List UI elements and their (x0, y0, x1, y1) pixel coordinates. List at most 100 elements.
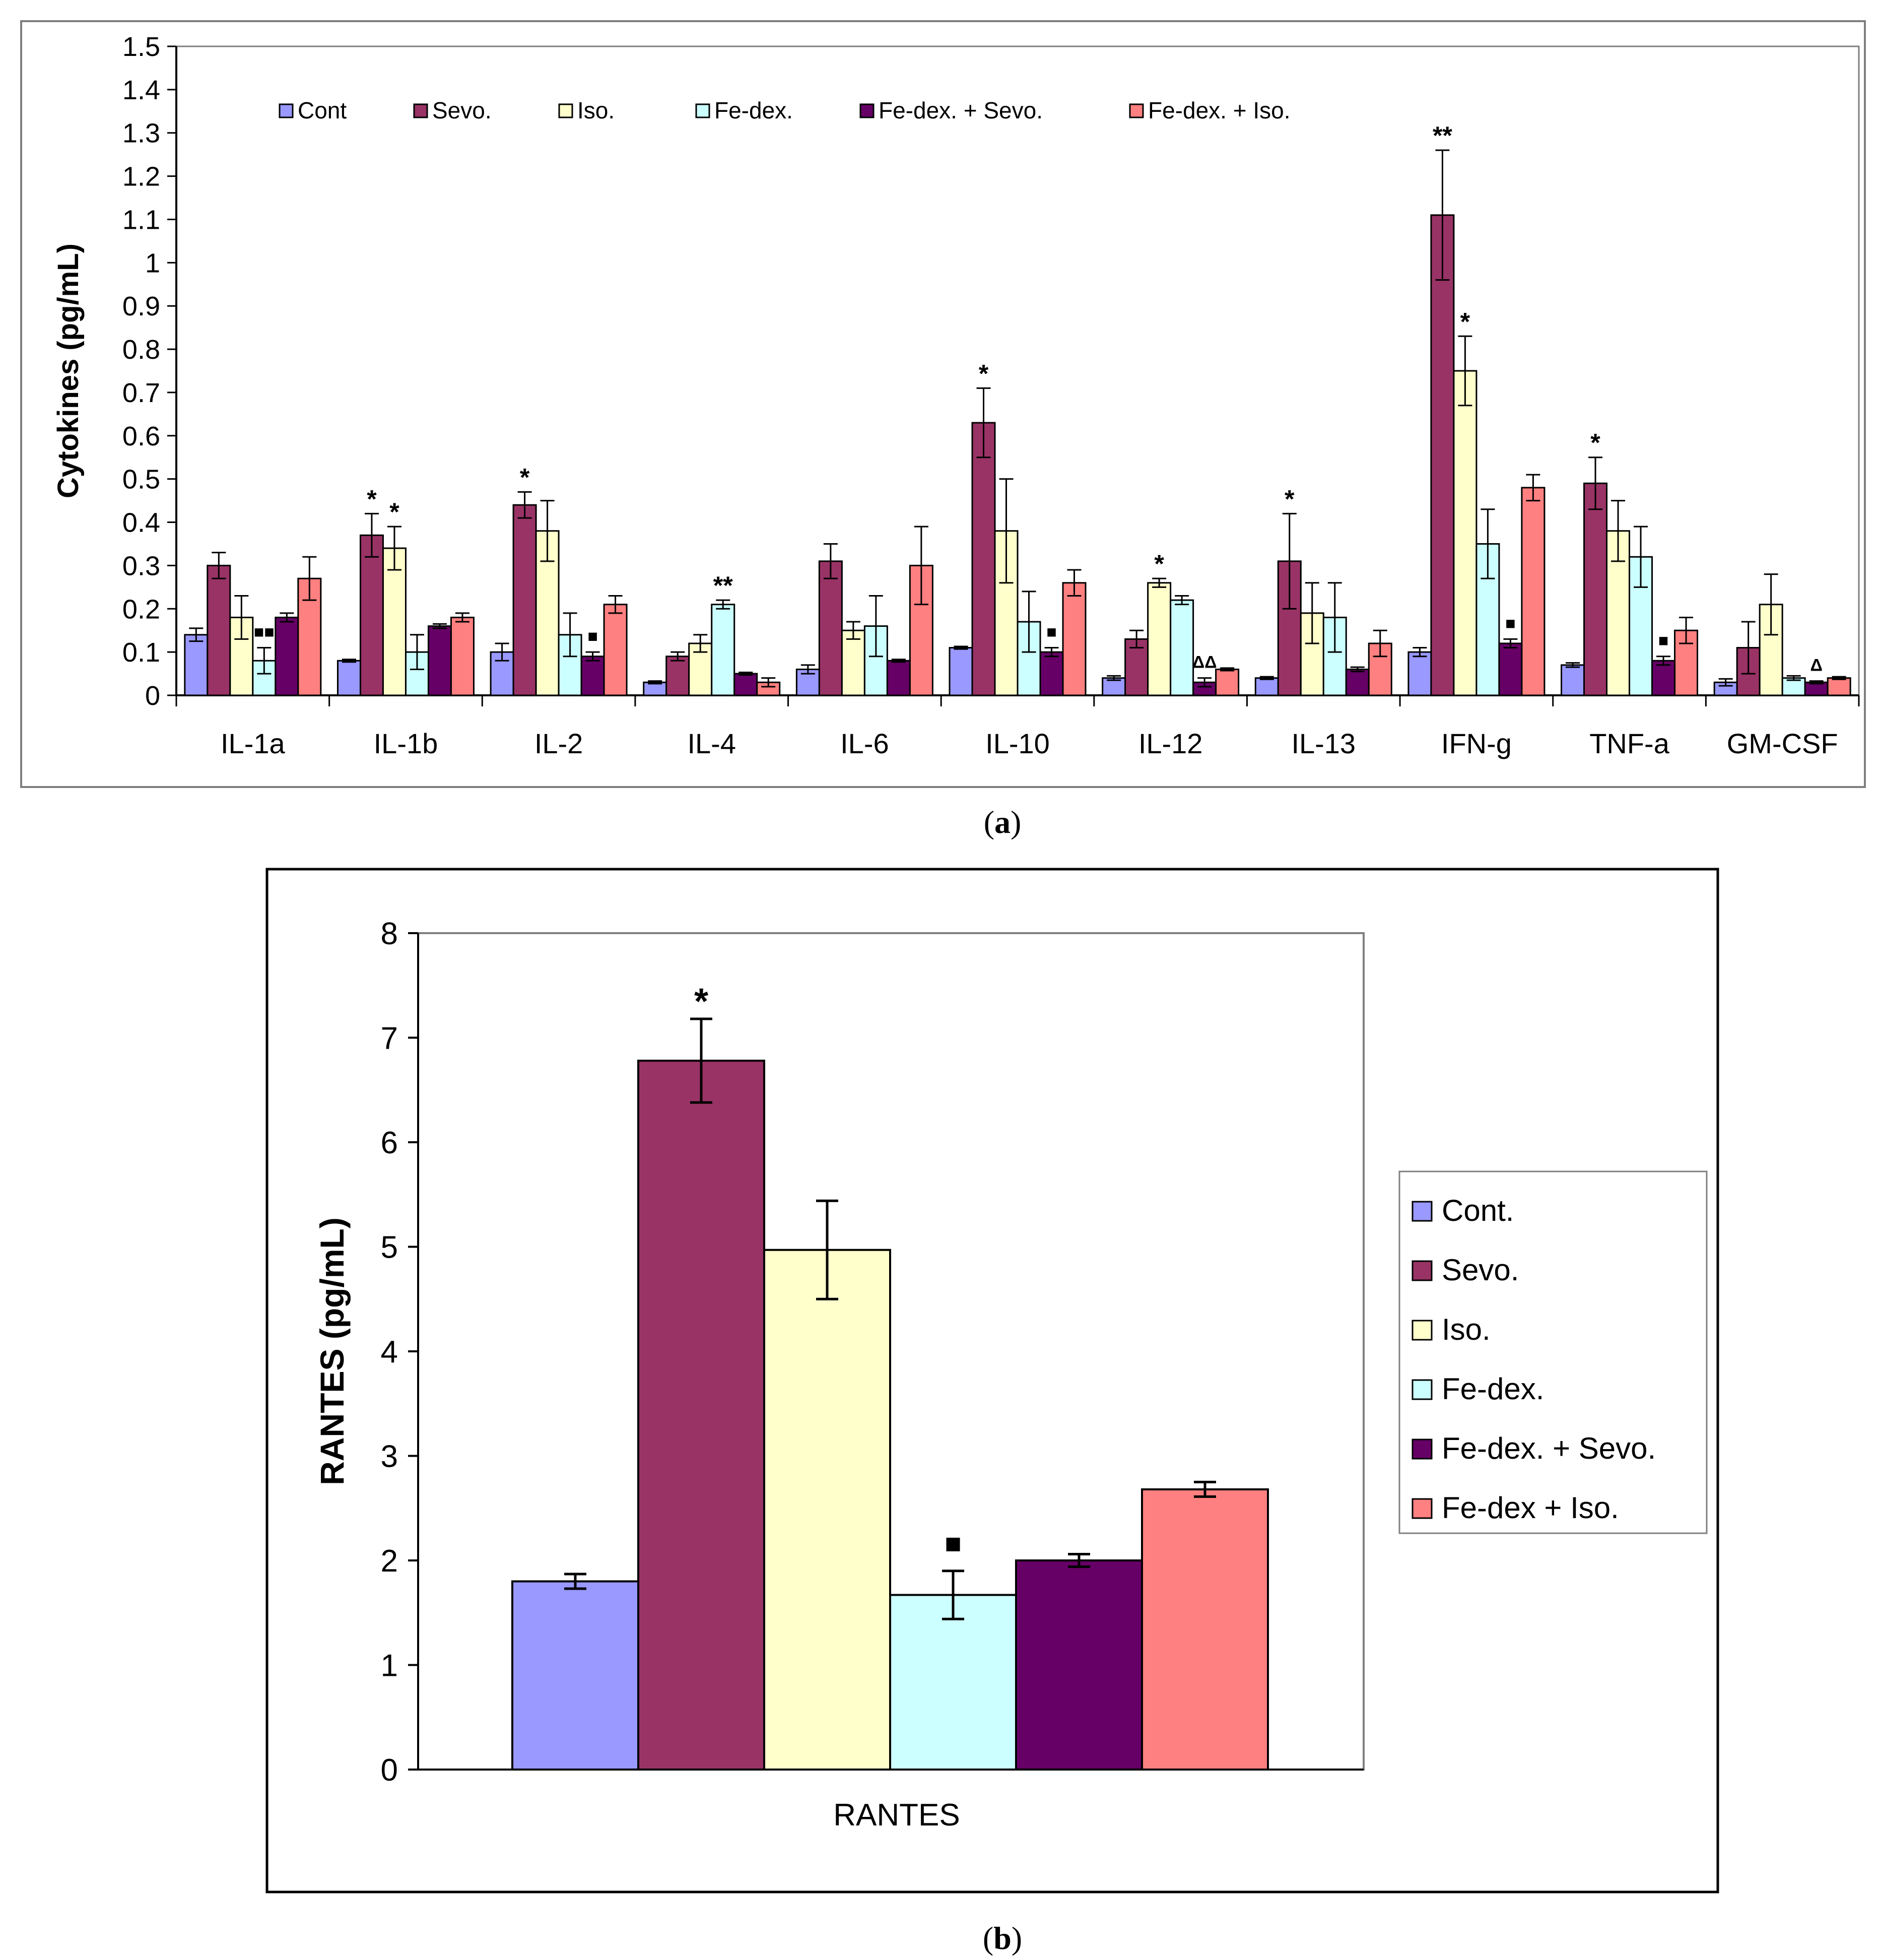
bar-cont-il-1b (337, 660, 361, 696)
legend-label-fe-dex-iso: Fe-dex + Iso. (1442, 1491, 1619, 1525)
y-axis-title: RANTES (pg/mL) (313, 1217, 351, 1485)
bar-fe-dex (889, 1594, 1017, 1771)
bar-iso-il-1b (382, 547, 407, 696)
bar-fe-dex-iso-il-2 (603, 604, 628, 696)
panel-b-letter: b (993, 1920, 1012, 1956)
y-tick-label: 2 (381, 1544, 398, 1579)
y-tick-label: 0.6 (122, 421, 160, 451)
category-label-il-12: IL-12 (1138, 728, 1203, 759)
legend-label-sevo: Sevo. (1442, 1253, 1519, 1287)
legend-swatch-iso (558, 103, 573, 118)
legend-swatch-sevo (1412, 1260, 1433, 1281)
bar-fe-dex-sevo-il-10 (1039, 651, 1064, 696)
significance-marker: ** (713, 571, 733, 600)
legend-label-iso: Iso. (1442, 1313, 1491, 1346)
y-tick-label: 0.9 (122, 291, 160, 321)
bar-fe-dex-sevo-tnf-a (1651, 660, 1676, 696)
legend-label-fe-dex-iso: Fe-dex. + Iso. (1148, 97, 1291, 123)
category-label-il-6: IL-6 (840, 728, 889, 759)
significance-marker: ■■ (254, 623, 275, 642)
legend-swatch-fe-dex (1412, 1379, 1433, 1400)
legend-swatch-fe-dex-sevo (859, 103, 875, 118)
significance-marker: ■ (1046, 623, 1057, 642)
y-tick-label: 5 (381, 1230, 398, 1265)
y-tick-label: 1.3 (122, 118, 160, 149)
y-tick-label: 1 (145, 248, 160, 278)
bar-cont-il-13 (1254, 677, 1279, 696)
significance-marker: * (367, 485, 377, 513)
significance-marker: ** (1433, 121, 1452, 150)
bar-sevo-ifn-g (1430, 214, 1455, 696)
legend-label-fe-dex: Fe-dex. (714, 97, 793, 123)
bar-fe-dex-sevo-ifn-g (1498, 642, 1523, 696)
category-label-il-13: IL-13 (1291, 728, 1356, 759)
panel-a-frame (20, 20, 1866, 788)
category-label-il-10: IL-10 (985, 728, 1050, 759)
bar-fe-dex-iso-il-10 (1062, 582, 1087, 696)
category-label-il-1b: IL-1b (374, 728, 438, 759)
legend-label-cont: Cont (298, 97, 347, 123)
bar-sevo-il-1b (359, 534, 384, 696)
panel-b-caption: (b) (982, 1920, 1023, 1956)
y-tick-label: 1.1 (122, 205, 160, 235)
bar-fe-dex-sevo-il-4 (733, 673, 758, 696)
bar-sevo (637, 1060, 765, 1771)
significance-marker: Δ (1810, 656, 1822, 675)
bar-fe-dex-sevo-gm-csf (1804, 681, 1829, 696)
bar-fe-dex-iso-ifn-g (1521, 487, 1546, 696)
x-axis-category-label: RANTES (833, 1798, 960, 1833)
legend-label-fe-dex-sevo: Fe-dex. + Sevo. (879, 97, 1043, 123)
bar-fe-dex-il-12 (1170, 599, 1194, 696)
y-tick-label: 0 (381, 1753, 398, 1788)
rantes-bar-chart: 0 1 2 3 4 5 6 7 8 RANTES (pg/mL) RANTES * ■ Cont. Sevo… (265, 868, 1719, 1893)
significance-marker: * (389, 498, 399, 526)
bar-fe-dex-sevo-il-2 (580, 656, 605, 696)
bar-fe-dex-iso-il-1b (450, 616, 475, 696)
bar-fe-dex-iso (1141, 1488, 1269, 1771)
bar-sevo-il-1a (207, 564, 231, 696)
category-label-il-4: IL-4 (687, 728, 736, 759)
y-axis-title: Cytokines (pg/mL) (52, 243, 85, 498)
bar-iso (763, 1249, 891, 1771)
y-tick-label: 3 (381, 1440, 398, 1474)
significance-marker: ■ (1658, 631, 1669, 650)
cytokines-bar-chart: 0 0.1 0.2 0.3 0.4 0.5 0.6 0.7 0.8 0.9 1 1.1 1.2 1.3 1.… (20, 20, 1866, 788)
y-tick-label: 0.4 (122, 508, 160, 538)
significance-marker: * (1154, 550, 1164, 578)
significance-marker: * (520, 463, 530, 491)
bar-cont-il-1a (184, 634, 209, 696)
legend-swatch-cont (1412, 1201, 1433, 1222)
bar-fe-dex-sevo (1015, 1559, 1143, 1771)
bar-iso-ifn-g (1453, 370, 1478, 696)
significance-marker: * (1285, 485, 1295, 513)
y-tick-label: 0 (145, 681, 160, 711)
significance-marker: * (1590, 429, 1600, 457)
bar-cont-ifn-g (1407, 651, 1432, 696)
bar-sevo-il-4 (665, 656, 690, 696)
y-tick-label: 0.1 (122, 637, 160, 668)
y-tick-label: 0.5 (122, 465, 160, 495)
legend-label-cont: Cont. (1442, 1194, 1514, 1227)
category-label-ifn-g: IFN-g (1441, 728, 1512, 759)
bar-sevo-tnf-a (1583, 482, 1608, 696)
legend-label-sevo: Sevo. (432, 97, 492, 123)
bar-fe-dex-il-4 (711, 604, 735, 696)
panel-a-caption: (a) (983, 804, 1022, 840)
legend-box (1398, 1170, 1708, 1534)
y-tick-label: 4 (381, 1335, 398, 1369)
bar-sevo-il-2 (512, 504, 537, 696)
bar-cont (511, 1580, 639, 1771)
bar-iso-il-6 (841, 629, 865, 696)
significance-marker: * (694, 982, 708, 1022)
bar-sevo-il-10 (971, 422, 996, 696)
y-tick-label: 1 (381, 1649, 398, 1683)
bar-fe-dex-sevo-il-13 (1345, 668, 1370, 696)
y-tick-label: 6 (381, 1126, 398, 1160)
bar-fe-dex-iso-gm-csf (1827, 677, 1851, 696)
significance-marker: ■ (587, 627, 598, 646)
significance-marker: ΔΔ (1192, 653, 1217, 672)
y-tick-label: 0.8 (122, 335, 160, 365)
legend-swatch-iso (1412, 1320, 1433, 1341)
category-label-il-1a: IL-1a (221, 728, 285, 759)
legend-swatch-cont (279, 103, 294, 118)
